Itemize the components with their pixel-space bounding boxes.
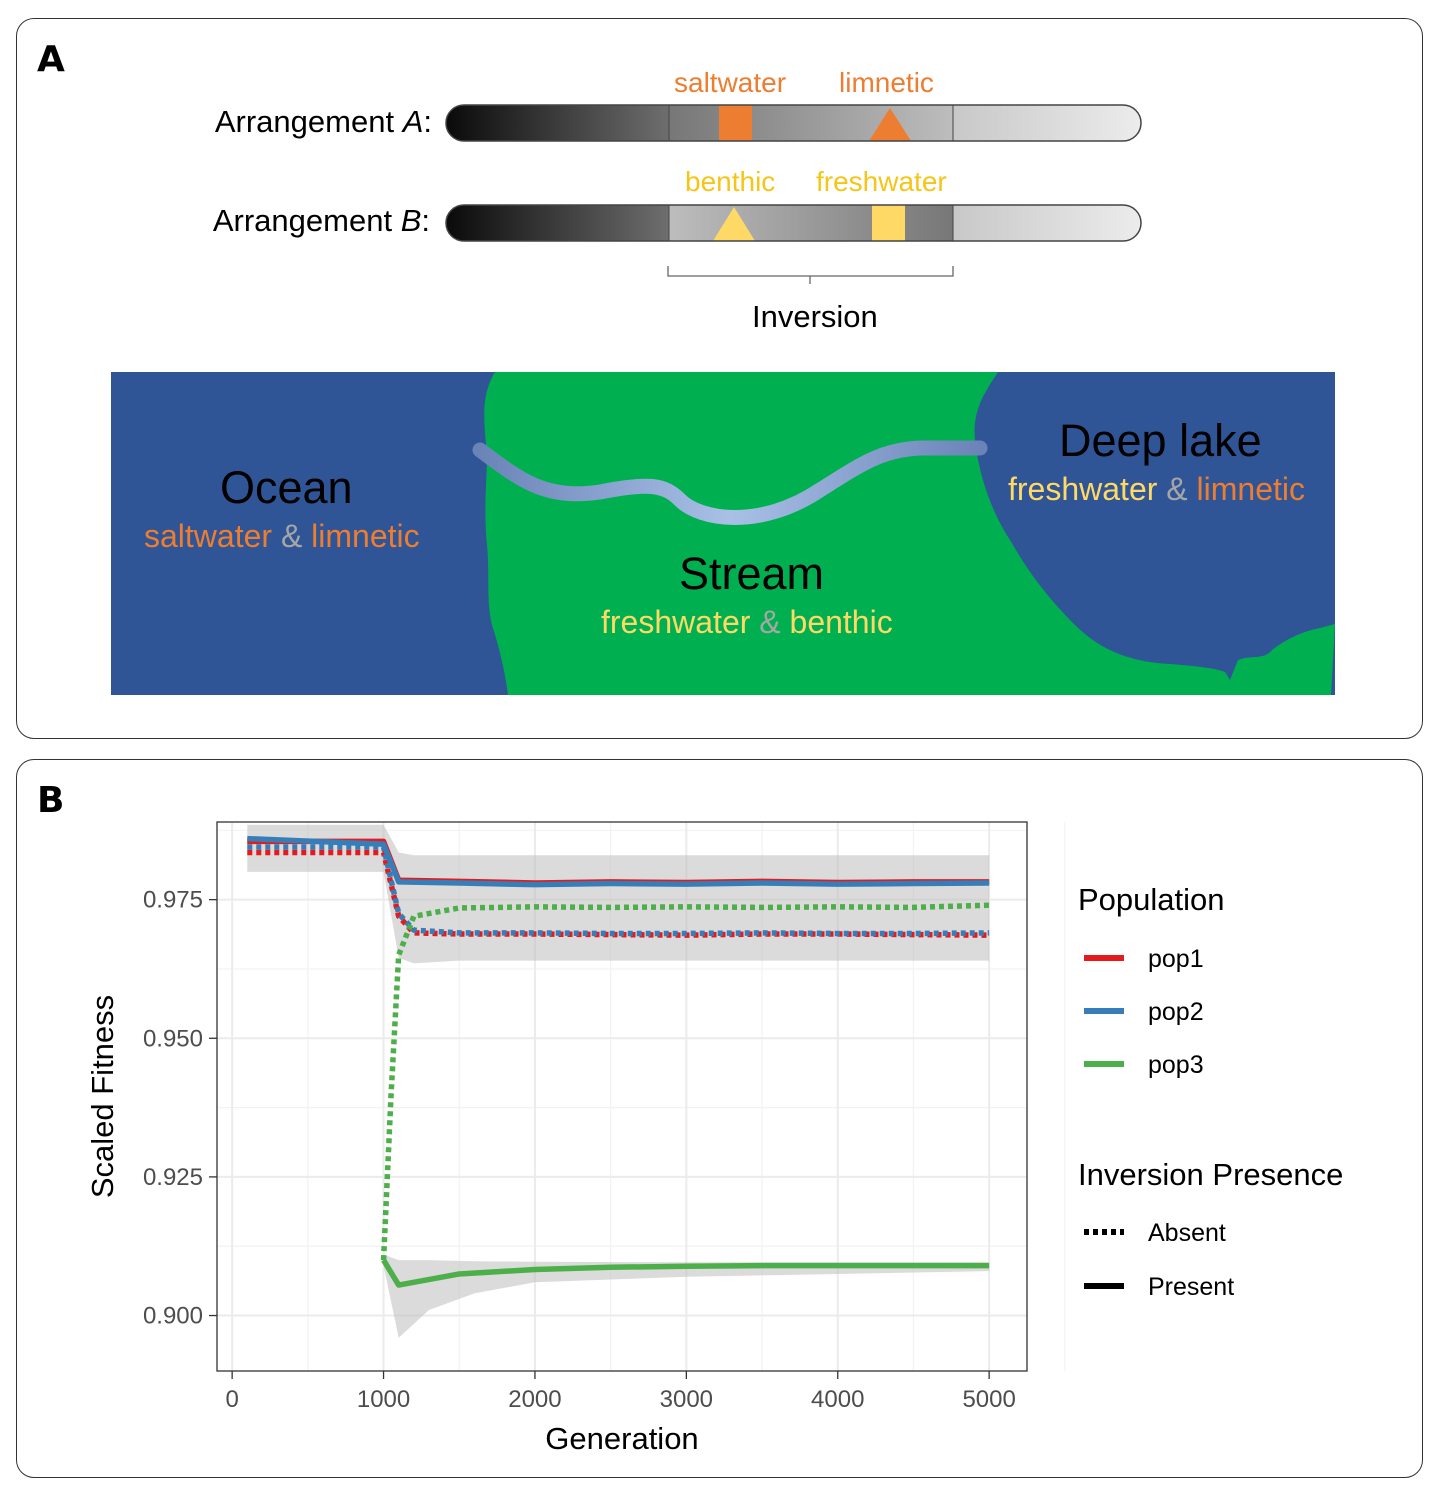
lake-trait-limnetic: limnetic <box>1196 471 1305 507</box>
ocean-trait-limnetic: limnetic <box>311 518 420 554</box>
ocean-trait-saltwater: saltwater <box>144 518 273 554</box>
x-axis-label: Generation <box>545 1421 698 1456</box>
y-tick-label: 0.950 <box>143 1025 203 1052</box>
saltwater-marker <box>719 105 752 141</box>
river <box>472 440 988 525</box>
legend-inversion-title: Inversion Presence <box>1078 1157 1343 1192</box>
x-tick-label: 5000 <box>962 1386 1015 1413</box>
series-pop2-absent <box>247 844 990 937</box>
series-pop1-absent <box>247 849 990 938</box>
limnetic-label: limnetic <box>839 67 934 98</box>
stream-trait-freshwater: freshwater <box>601 604 751 640</box>
panel-a-letter: A <box>37 39 65 80</box>
stream-land <box>484 372 1335 695</box>
stream-trait-benthic: benthic <box>789 604 893 640</box>
lake-amp: & <box>1157 471 1197 507</box>
ocean-traits: saltwater & limnetic <box>144 518 420 555</box>
x-tick-label: 2000 <box>508 1386 561 1413</box>
chromosome-a <box>446 105 1141 141</box>
arrangement-b-label: Arrangement B: <box>213 203 430 239</box>
stream-amp: & <box>750 604 790 640</box>
x-tick-label: 0 <box>225 1386 238 1413</box>
ocean-amp: & <box>272 518 312 554</box>
y-axis-label: Scaled Fitness <box>85 995 120 1198</box>
inversion-label: Inversion <box>752 299 878 334</box>
legend-label-pop3: pop3 <box>1148 1051 1204 1079</box>
ocean-name: Ocean <box>220 462 353 513</box>
arrangement-b-letter: B <box>400 203 422 238</box>
legend-label-absent: Absent <box>1148 1219 1226 1247</box>
legend-label-pop2: pop2 <box>1148 998 1204 1026</box>
freshwater-label: freshwater <box>816 166 947 197</box>
y-tick-label: 0.900 <box>143 1303 203 1330</box>
lake-traits: freshwater & limnetic <box>1008 471 1305 508</box>
x-tick-label: 3000 <box>660 1386 713 1413</box>
series-pop2-present <box>247 835 990 888</box>
panel-b-letter: B <box>37 780 65 821</box>
arrangement-b-colon: : <box>421 203 430 238</box>
saltwater-label: saltwater <box>674 67 787 98</box>
x-tick-label: 4000 <box>811 1386 864 1413</box>
x-tick-label: 1000 <box>357 1386 410 1413</box>
fitness-chart: 0 1000 2000 3000 4000 5000 0.900 0.925 0.950 0.97… <box>85 821 1343 1456</box>
lake-trait-freshwater: freshwater <box>1008 471 1158 507</box>
lake-name: Deep lake <box>1059 415 1262 466</box>
benthic-label: benthic <box>685 166 776 197</box>
arrangement-a-colon: : <box>423 104 432 139</box>
legend-label-pop1: pop1 <box>1148 945 1204 973</box>
inversion-bracket <box>667 266 954 284</box>
panel-a-graphic <box>111 104 1335 695</box>
benthic-marker <box>713 207 755 241</box>
legend-population-title: Population <box>1078 882 1225 917</box>
stream-traits: freshwater & benthic <box>601 604 893 641</box>
freshwater-marker <box>872 205 905 241</box>
stream-name: Stream <box>679 548 825 599</box>
y-tick-label: 0.925 <box>143 1164 203 1191</box>
habitat-map <box>111 372 1335 695</box>
arrangement-b-prefix: Arrangement <box>212 203 401 238</box>
chromosome-b <box>446 205 1141 241</box>
y-tick-label: 0.975 <box>143 887 203 914</box>
series-pop3-absent <box>380 902 990 1261</box>
plot-border <box>216 821 1028 1372</box>
limnetic-marker <box>869 108 911 141</box>
replicate-spread-lower <box>383 1254 990 1338</box>
arrangement-a-letter: A <box>402 104 424 139</box>
arrangement-a-label: Arrangement A: <box>215 104 432 140</box>
arrangement-a-prefix: Arrangement <box>214 104 403 139</box>
legend-label-present: Present <box>1148 1273 1234 1301</box>
series-pop3-present <box>381 1258 990 1288</box>
